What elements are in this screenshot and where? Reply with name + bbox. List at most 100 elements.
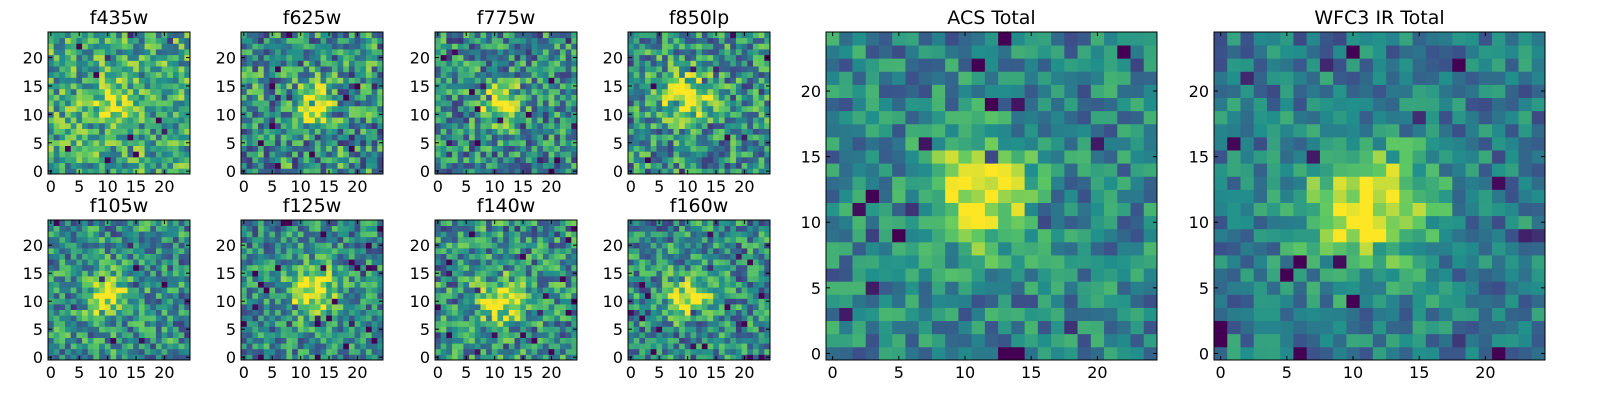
heatmap-cell (525, 66, 532, 73)
heatmap-cell (571, 49, 578, 56)
heatmap-cell (440, 326, 447, 333)
heatmap-cell (167, 304, 174, 310)
heatmap-cell (446, 225, 453, 232)
heatmap-cell (497, 88, 504, 95)
heatmap-cell (673, 37, 680, 44)
heatmap-cell (309, 37, 316, 44)
x-tick-label: 5 (267, 363, 277, 382)
heatmap-cell (667, 43, 674, 50)
heatmap-cell (93, 354, 100, 361)
heatmap-cell (667, 139, 674, 146)
heatmap-cell (684, 54, 691, 61)
heatmap-cell (701, 354, 708, 361)
heatmap-cell (360, 66, 367, 73)
heatmap-cell (99, 37, 106, 44)
heatmap-cell (741, 60, 748, 67)
heatmap-cell (116, 60, 123, 67)
heatmap-cell (292, 332, 299, 338)
heatmap-cell (463, 343, 470, 350)
heatmap-cell (127, 225, 134, 232)
heatmap-cell (326, 337, 333, 344)
heatmap-cell (53, 122, 60, 129)
heatmap-cell (377, 292, 384, 299)
heatmap-cell (531, 253, 538, 260)
heatmap-cell (514, 60, 521, 67)
heatmap-cell (309, 32, 316, 39)
heatmap-cell (650, 105, 657, 112)
heatmap-cell (348, 348, 355, 355)
heatmap-cell (314, 54, 321, 61)
heatmap-cell (320, 348, 327, 355)
heatmap-cell (127, 168, 134, 175)
heatmap-cell (667, 315, 674, 322)
heatmap-cell (110, 117, 117, 124)
heatmap-cell (701, 162, 708, 169)
heatmap-cell (474, 298, 481, 305)
heatmap-cell (537, 88, 544, 95)
heatmap-cell (150, 71, 157, 78)
heatmap-cell (275, 122, 282, 129)
heatmap-cell (110, 236, 117, 243)
heatmap-cell (280, 168, 287, 175)
heatmap-cell (297, 37, 304, 44)
heatmap-cell (326, 332, 333, 338)
heatmap-cell (491, 337, 498, 344)
heatmap-cell (520, 111, 527, 118)
heatmap-cell (662, 117, 669, 124)
heatmap-cell (116, 71, 123, 78)
heatmap-cell (645, 32, 652, 39)
heatmap-cell (463, 94, 470, 101)
heatmap-cell (650, 354, 657, 361)
heatmap-cell (280, 100, 287, 107)
heatmap-cell (474, 145, 481, 152)
heatmap-cell (93, 276, 100, 282)
heatmap-cell (701, 276, 708, 282)
heatmap-cell (121, 83, 128, 90)
heatmap-cell (53, 348, 60, 355)
heatmap-cell (667, 270, 674, 277)
heatmap-cell (741, 156, 748, 164)
heatmap-cell (365, 320, 373, 327)
heatmap-cell (554, 100, 561, 107)
heatmap-cell (53, 326, 60, 333)
heatmap-cell (343, 248, 350, 254)
heatmap-cell (104, 259, 111, 266)
x-tick-label: 20 (734, 177, 754, 196)
heatmap-cell (645, 292, 652, 299)
heatmap-cell (263, 111, 270, 118)
heatmap-cell (365, 77, 373, 84)
heatmap-cell (65, 304, 72, 310)
heatmap-cell (59, 145, 66, 152)
heatmap-cell (172, 128, 180, 135)
heatmap-cell (520, 292, 527, 299)
heatmap-cell (457, 71, 464, 78)
heatmap-cell (633, 94, 640, 101)
heatmap-cell (343, 332, 350, 338)
heatmap-cell (491, 134, 498, 141)
heatmap-cell (127, 145, 134, 152)
heatmap-cell (76, 309, 83, 316)
heatmap-cell (371, 151, 378, 158)
heatmap-cell (258, 37, 265, 44)
heatmap-cell (309, 111, 316, 118)
heatmap-cell (354, 231, 361, 238)
heatmap-cell (480, 298, 487, 305)
heatmap-cell (371, 264, 378, 271)
heatmap-cell (292, 231, 299, 238)
heatmap-cell (258, 287, 265, 294)
heatmap-cell (241, 43, 248, 50)
heatmap-cell (497, 309, 504, 316)
heatmap-cell (150, 348, 157, 355)
heatmap-cell (764, 343, 771, 350)
heatmap-cell (559, 354, 567, 361)
heatmap-cell (559, 320, 567, 327)
heatmap-cell (320, 315, 327, 322)
heatmap-cell (673, 139, 680, 146)
heatmap-cell (565, 111, 572, 118)
heatmap-cell (320, 276, 327, 282)
heatmap-cell (463, 49, 470, 56)
heatmap-cell (508, 43, 515, 50)
heatmap-cell (758, 145, 765, 152)
heatmap-cell (639, 111, 646, 118)
heatmap-cell (337, 287, 344, 294)
